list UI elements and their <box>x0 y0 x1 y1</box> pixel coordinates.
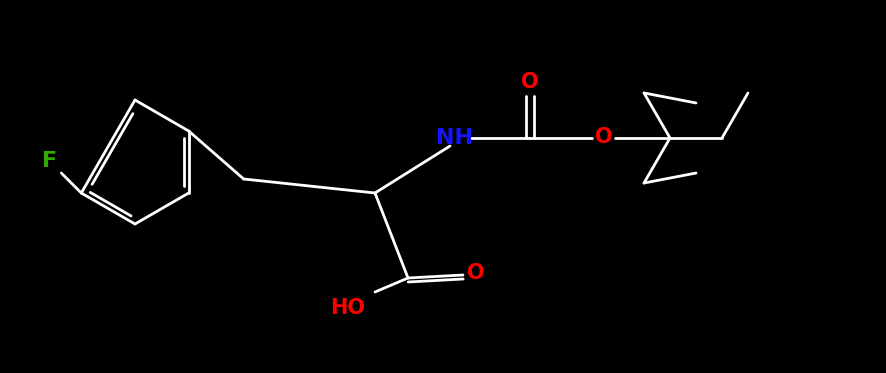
Text: O: O <box>467 263 485 283</box>
Text: F: F <box>42 151 57 171</box>
Text: O: O <box>521 72 539 92</box>
Text: NH: NH <box>437 128 473 148</box>
Text: O: O <box>595 127 613 147</box>
Text: HO: HO <box>330 298 366 318</box>
